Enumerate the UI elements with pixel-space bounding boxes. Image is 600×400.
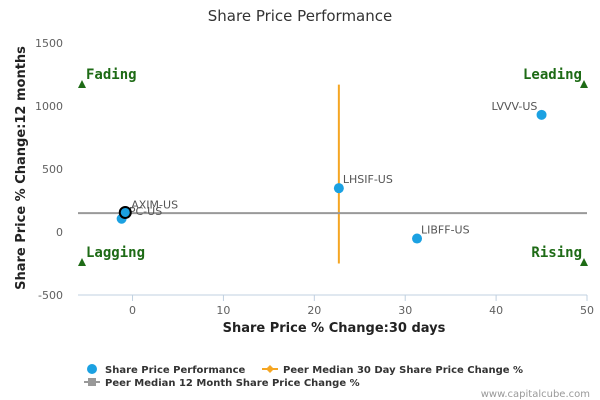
x-tick-label: 30 xyxy=(398,304,412,317)
quadrant-label-lagging: Lagging xyxy=(86,245,145,261)
point-label: LIBFF-US xyxy=(421,224,470,237)
x-tick-label: 10 xyxy=(216,304,230,317)
quadrant-label-fading: Fading xyxy=(86,67,137,83)
x-axis-title: Share Price % Change:30 days xyxy=(223,321,446,336)
y-tick-label: -500 xyxy=(38,289,63,302)
point-label: LVVV-US xyxy=(492,100,538,113)
quadrant-marker-icon xyxy=(78,258,86,266)
quadrant-label-rising: Rising xyxy=(531,245,582,261)
legend-label: Peer Median 30 Day Share Price Change % xyxy=(283,365,523,376)
legend-diamond-icon xyxy=(266,365,274,373)
chart-title: Share Price Performance xyxy=(208,7,392,25)
point-label: AXIM-US xyxy=(131,198,178,211)
point-label: IPC-US xyxy=(126,205,163,218)
data-point xyxy=(536,109,547,120)
data-point xyxy=(333,183,344,194)
x-tick-label: 20 xyxy=(307,304,321,317)
x-tick-label: 50 xyxy=(580,304,594,317)
y-tick-label: 0 xyxy=(56,226,63,239)
quadrant-marker-icon xyxy=(78,80,86,88)
x-tick-label: 40 xyxy=(489,304,503,317)
point-label: LHSIF-US xyxy=(343,173,393,186)
quadrant-label-leading: Leading xyxy=(523,67,582,83)
data-point xyxy=(412,233,423,244)
data-point xyxy=(120,207,131,218)
highlight-ring xyxy=(118,205,132,219)
credit-text: www.capitalcube.com xyxy=(481,389,590,400)
legend-label: Peer Median 12 Month Share Price Change … xyxy=(105,378,360,389)
legend-square-icon xyxy=(88,378,96,386)
quadrant-marker-icon xyxy=(580,80,588,88)
legend-marker-icon xyxy=(87,364,97,374)
y-axis-title: Share Price % Change:12 months xyxy=(14,46,29,290)
x-tick-label: 0 xyxy=(129,304,136,317)
y-tick-label: 1500 xyxy=(35,37,63,50)
y-tick-label: 500 xyxy=(42,163,63,176)
y-tick-label: 1000 xyxy=(35,100,63,113)
quadrant-marker-icon xyxy=(580,258,588,266)
legend-label: Share Price Performance xyxy=(105,365,246,376)
